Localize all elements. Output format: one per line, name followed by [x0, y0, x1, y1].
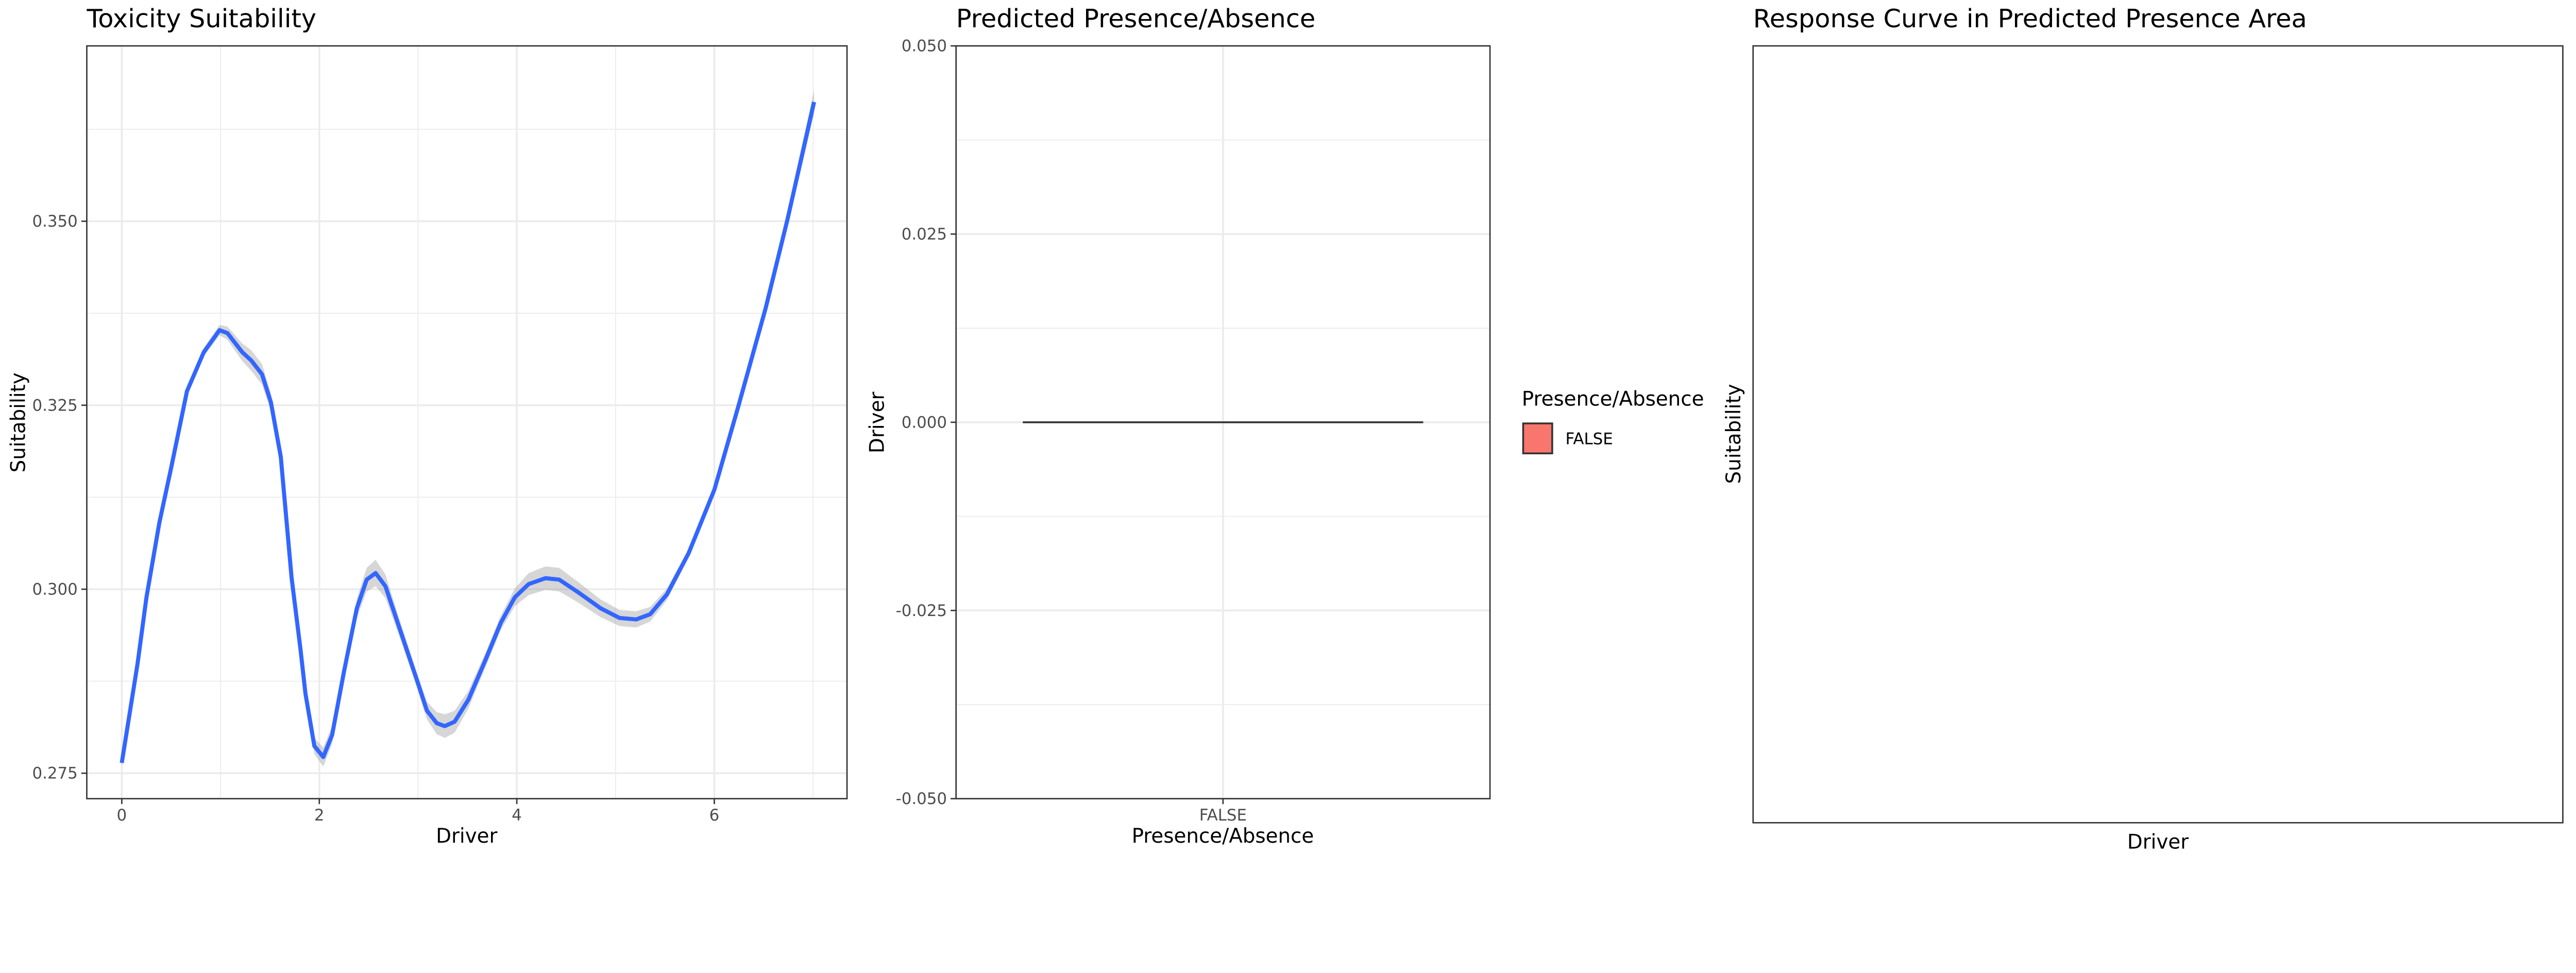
x-tick-label: 4: [512, 806, 522, 825]
axis-ticks: 0 2 4 6 0.275 0.300 0.325 0.350: [32, 212, 719, 825]
y-tick-label: 0.050: [902, 37, 947, 56]
y-axis-title: Driver: [866, 392, 889, 453]
x-tick-label: FALSE: [1199, 806, 1247, 825]
smooth-line: [120, 101, 816, 763]
y-tick-label: 0.325: [32, 396, 77, 415]
background: [0, 0, 2576, 858]
y-tick-label: 0.025: [902, 225, 947, 244]
chart-title: Predicted Presence/Absence: [956, 4, 1316, 33]
x-tick-label: 2: [314, 806, 325, 825]
predicted-presence-absence-panel: -0.050 -0.025 0.000 0.025 0.050 FALSE Predict…: [866, 4, 1704, 848]
y-tick-label: 0.000: [902, 413, 947, 432]
legend-title: Presence/Absence: [1522, 388, 1704, 411]
legend-label-false: FALSE: [1565, 430, 1613, 449]
gridlines: [87, 46, 848, 799]
x-axis-title: Driver: [2127, 831, 2189, 854]
legend: Presence/Absence FALSE: [1522, 388, 1704, 454]
y-tick-label: -0.050: [896, 790, 947, 808]
panel-border: [1752, 45, 2564, 824]
y-axis-title: Suitability: [1722, 384, 1745, 484]
legend-key-false: [1522, 422, 1553, 454]
chart-title: Toxicity Suitability: [86, 4, 316, 33]
x-axis-title: Presence/Absence: [1132, 825, 1314, 848]
y-tick-label: -0.025: [896, 602, 947, 620]
chart-title: Response Curve in Predicted Presence Are…: [1753, 4, 2307, 33]
x-tick-label: 0: [117, 806, 127, 825]
axis-ticks: -0.050 -0.025 0.000 0.025 0.050 FALSE: [896, 37, 1247, 825]
toxicity-suitability-panel: 0 2 4 6 0.275 0.300 0.325 0.350 Toxicity Suitab…: [7, 4, 848, 848]
panel-border: [86, 45, 848, 799]
response-curve-panel: Response Curve in Predicted Presence Are…: [1722, 4, 2564, 854]
y-tick-label: 0.275: [32, 764, 77, 783]
y-tick-label: 0.350: [32, 212, 77, 231]
y-axis-title: Suitability: [7, 372, 30, 472]
x-axis-title: Driver: [436, 825, 497, 848]
y-tick-label: 0.300: [32, 581, 77, 599]
x-tick-label: 6: [709, 806, 720, 825]
figure: 0 2 4 6 0.275 0.300 0.325 0.350 Toxicity Suitab…: [0, 0, 2576, 858]
